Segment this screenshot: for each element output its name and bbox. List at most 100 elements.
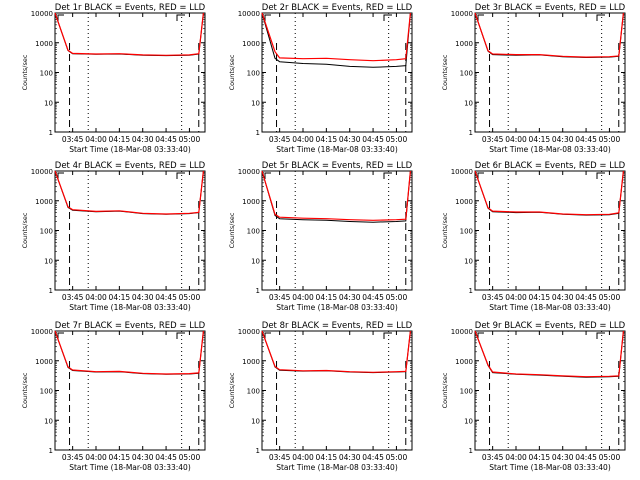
y-tick-label: 10	[464, 99, 473, 107]
y-axis-label: Counts/sec	[21, 212, 29, 248]
x-tick-label: 05:00	[599, 453, 621, 462]
panel-title: Det 7r BLACK = Events, RED = LLD	[55, 321, 206, 331]
x-tick-label: 04:30	[132, 293, 154, 302]
lld-series-line	[474, 330, 624, 378]
corner-bracket-right	[596, 332, 605, 339]
x-tick-label: 04:45	[362, 135, 384, 144]
panel-title: Det 3r BLACK = Events, RED = LLD	[475, 3, 626, 13]
y-tick-label: 1	[49, 287, 53, 295]
panel-det-4r: Det 4r BLACK = Events, RED = LLD 1 10 100 10…	[21, 161, 206, 312]
x-tick-label: 04:15	[109, 453, 131, 462]
y-tick-label: 100	[40, 70, 53, 78]
y-tick-label: 100	[247, 388, 260, 396]
y-tick-label: 10	[251, 257, 260, 265]
y-tick-label: 1000	[35, 198, 53, 206]
plot-frame	[54, 12, 206, 133]
lld-series-line	[474, 12, 624, 58]
events-series-line	[261, 12, 411, 68]
x-tick-label: 03:45	[62, 453, 84, 462]
x-tick-label: 05:00	[386, 293, 408, 302]
x-axis-label: Start Time (18-Mar-08 03:33:40)	[489, 463, 611, 472]
y-tick-label: 10000	[238, 168, 260, 176]
panel-det-6r: Det 6r BLACK = Events, RED = LLD 1 10 100 10…	[441, 161, 626, 312]
x-axis-label: Start Time (18-Mar-08 03:33:40)	[276, 463, 398, 472]
y-tick-label: 1	[469, 447, 473, 455]
x-tick-label: 04:45	[362, 453, 384, 462]
x-tick-label: 05:00	[386, 453, 408, 462]
y-tick-label: 10	[251, 99, 260, 107]
x-tick-label: 03:45	[269, 453, 291, 462]
events-series-line	[261, 170, 411, 223]
x-tick-label: 03:45	[62, 293, 84, 302]
y-tick-label: 1000	[242, 40, 260, 48]
y-tick-label: 1000	[455, 198, 473, 206]
x-tick-label: 04:45	[575, 453, 597, 462]
x-axis-label: Start Time (18-Mar-08 03:33:40)	[489, 303, 611, 312]
y-tick-label: 100	[247, 228, 260, 236]
y-tick-label: 1000	[35, 40, 53, 48]
y-tick-label: 100	[247, 70, 260, 78]
corner-bracket-right	[176, 332, 185, 339]
y-tick-label: 1000	[455, 40, 473, 48]
x-tick-label: 04:45	[155, 135, 177, 144]
plot-frame	[261, 170, 413, 291]
x-tick-label: 04:30	[339, 453, 361, 462]
y-axis-label: Counts/sec	[228, 54, 236, 90]
corner-bracket-left	[477, 14, 484, 21]
x-tick-label: 04:15	[529, 453, 551, 462]
y-tick-label: 100	[460, 228, 473, 236]
x-tick-label: 04:30	[339, 293, 361, 302]
y-tick-label: 10000	[451, 168, 473, 176]
corner-bracket-left	[57, 332, 64, 339]
x-tick-label: 04:30	[132, 453, 154, 462]
x-tick-label: 04:45	[362, 293, 384, 302]
panel-det-1r: Det 1r BLACK = Events, RED = LLD 1 10 100 10…	[21, 3, 206, 154]
y-tick-label: 100	[40, 388, 53, 396]
y-tick-label: 1	[256, 129, 260, 137]
x-tick-label: 04:00	[505, 293, 527, 302]
x-tick-label: 04:15	[529, 293, 551, 302]
corner-bracket-left	[57, 14, 64, 21]
y-tick-label: 100	[460, 388, 473, 396]
x-tick-label: 04:45	[575, 135, 597, 144]
x-tick-label: 03:45	[482, 453, 504, 462]
x-tick-label: 04:00	[85, 135, 107, 144]
panel-title: Det 9r BLACK = Events, RED = LLD	[475, 321, 626, 331]
x-tick-label: 04:00	[292, 135, 314, 144]
plot-frame	[261, 330, 413, 451]
x-tick-label: 03:45	[482, 293, 504, 302]
x-tick-label: 04:00	[85, 293, 107, 302]
x-tick-label: 04:00	[292, 453, 314, 462]
plot-frame	[261, 12, 413, 133]
x-axis-label: Start Time (18-Mar-08 03:33:40)	[69, 145, 191, 154]
y-tick-label: 10000	[238, 328, 260, 336]
x-tick-label: 03:45	[62, 135, 84, 144]
panel-det-2r: Det 2r BLACK = Events, RED = LLD 1 10 100 10…	[228, 3, 413, 154]
x-tick-label: 04:00	[292, 293, 314, 302]
y-tick-label: 10000	[451, 328, 473, 336]
x-tick-label: 05:00	[179, 293, 201, 302]
x-tick-label: 04:30	[552, 453, 574, 462]
y-axis-label: Counts/sec	[228, 212, 236, 248]
x-tick-label: 04:00	[505, 135, 527, 144]
corner-bracket-right	[383, 332, 392, 339]
y-tick-label: 1	[469, 129, 473, 137]
x-tick-label: 04:00	[505, 453, 527, 462]
plot-frame	[54, 330, 206, 451]
corner-bracket-right	[596, 14, 605, 21]
panel-det-8r: Det 8r BLACK = Events, RED = LLD 1 10 100 10…	[228, 321, 413, 472]
y-axis-label: Counts/sec	[441, 372, 449, 408]
panel-title: Det 2r BLACK = Events, RED = LLD	[262, 3, 413, 13]
events-series-line	[474, 330, 624, 378]
corner-bracket-left	[57, 172, 64, 179]
plot-frame	[474, 170, 626, 291]
panel-title: Det 8r BLACK = Events, RED = LLD	[262, 321, 413, 331]
x-axis-label: Start Time (18-Mar-08 03:33:40)	[276, 303, 398, 312]
lld-series-line	[54, 330, 204, 375]
y-tick-label: 10000	[31, 328, 53, 336]
panel-title: Det 6r BLACK = Events, RED = LLD	[475, 161, 626, 171]
y-tick-label: 10	[251, 417, 260, 425]
corner-bracket-left	[264, 332, 271, 339]
events-series-line	[261, 330, 411, 374]
